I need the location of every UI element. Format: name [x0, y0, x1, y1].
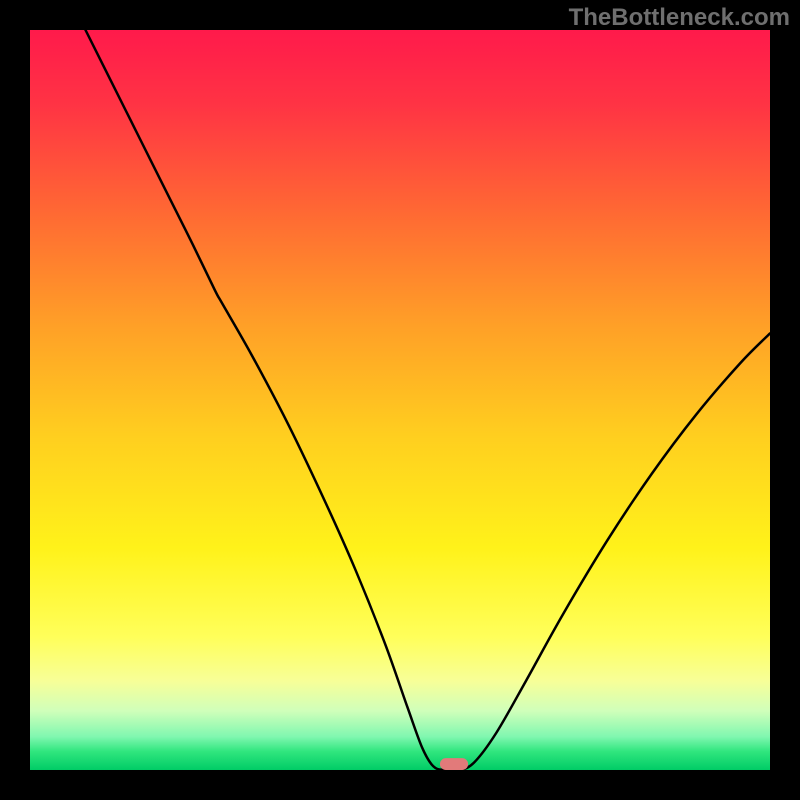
bottleneck-chart-svg	[0, 0, 800, 800]
chart-container: TheBottleneck.com	[0, 0, 800, 800]
optimal-marker	[440, 758, 468, 770]
